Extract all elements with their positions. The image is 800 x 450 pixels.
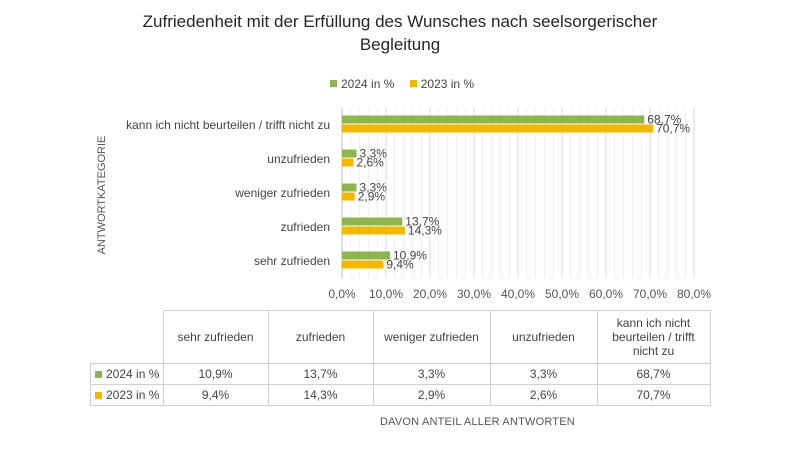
x-tick-label: 50,0% <box>545 287 579 301</box>
data-table-row-name-2024: 2024 in % <box>106 367 160 381</box>
data-table-row-label-2023: 2023 in % <box>90 384 164 406</box>
legend-swatch-2023 <box>409 80 417 87</box>
x-tick-label: 0,0% <box>328 287 356 301</box>
data-table-cell: 13,7% <box>267 363 374 385</box>
legend-item-2024: 2024 in % <box>330 77 394 91</box>
data-table-col-sehr-zufrieden: sehr zufrieden <box>162 310 269 364</box>
bar-2023 <box>342 124 654 133</box>
category-label: weniger zufrieden <box>234 186 330 200</box>
category-label: zufrieden <box>281 220 330 234</box>
bar-2023 <box>342 226 405 235</box>
data-label: 9,4% <box>386 258 414 272</box>
data-label: 3,3% <box>360 181 388 195</box>
data-table-swatch-2024 <box>95 371 102 379</box>
data-table-row-2023: 2023 in % 9,4% 14,3% 2,9% 2,6% 70,7% <box>90 384 711 406</box>
data-table-col-unzufrieden: unzufrieden <box>489 310 598 364</box>
chart-title-line-1: Zufriedenheit mit der Erfüllung des Wuns… <box>142 12 658 31</box>
bar-2024 <box>342 251 390 260</box>
data-label: 13,7% <box>405 215 439 229</box>
data-table-corner <box>90 310 164 364</box>
data-table-cell: 70,7% <box>596 384 711 406</box>
bar-chart: 0,0% 10,0% 20,0% 30,0% 40,0% 50,0% 60,0% 70,0% 8… <box>96 108 711 301</box>
x-tick-label: 30,0% <box>457 287 491 301</box>
category-label: kann ich nicht beurteilen / trifft nicht… <box>126 118 330 132</box>
x-tick-label: 20,0% <box>413 287 447 301</box>
legend-label-2024: 2024 in % <box>341 76 395 91</box>
data-table-cell: 10,9% <box>162 363 269 385</box>
legend-label-2023: 2023 in % <box>420 76 475 91</box>
data-table-col-weniger-zufrieden: weniger zufrieden <box>372 310 491 364</box>
data-table-cell: 3,3% <box>489 363 598 385</box>
y-axis-title: ANTWORTKATEGORIE <box>96 136 108 255</box>
x-tick-label: 70,0% <box>633 287 667 301</box>
x-tick-label: 40,0% <box>501 287 535 301</box>
data-label: 70,7% <box>656 122 690 136</box>
data-table-cell: 14,3% <box>267 384 374 406</box>
data-label: 68,7% <box>647 113 681 127</box>
x-axis-title: DAVON ANTEIL ALLER ANTWORTEN <box>380 416 575 428</box>
legend: 2024 in % 2023 in % <box>330 76 486 91</box>
bar-2024 <box>342 115 645 124</box>
chart-title: Zufriedenheit mit der Erfüllung des Wuns… <box>0 10 800 56</box>
legend-swatch-2024 <box>330 80 337 87</box>
category-label: sehr zufrieden <box>254 254 330 268</box>
x-tick-label: 80,0% <box>677 287 711 301</box>
data-label: 2,6% <box>356 156 384 170</box>
category-label: unzufrieden <box>267 152 330 166</box>
data-label: 3,3% <box>360 147 388 161</box>
bar-2023 <box>342 260 384 269</box>
data-table-cell: 68,7% <box>596 363 711 385</box>
data-table-header-row: sehr zufrieden zufrieden weniger zufried… <box>90 310 711 364</box>
data-label: 2,9% <box>358 190 386 204</box>
bar-2024 <box>342 217 403 226</box>
chart-title-line-2: Begleitung <box>359 35 441 54</box>
data-table-row-label-2024: 2024 in % <box>90 363 164 385</box>
data-table-swatch-2023 <box>95 392 102 400</box>
data-table-cell: 9,4% <box>162 384 269 406</box>
data-table: sehr zufrieden zufrieden weniger zufried… <box>90 310 711 406</box>
bar-2023 <box>342 158 354 167</box>
data-table-cell: 2,6% <box>489 384 598 406</box>
data-table-cell: 2,9% <box>372 384 491 406</box>
data-table-col-zufrieden: zufrieden <box>267 310 374 364</box>
data-table-col-kann-nicht-beurteilen: kann ich nicht beurteilen / trifft nicht… <box>596 310 711 364</box>
bar-2024 <box>342 183 357 192</box>
data-table-row-name-2023: 2023 in % <box>106 388 160 402</box>
data-label: 14,3% <box>408 224 442 238</box>
data-table-row-2024: 2024 in % 10,9% 13,7% 3,3% 3,3% 68,7% <box>90 363 711 385</box>
x-tick-label: 10,0% <box>369 287 403 301</box>
data-table-cell: 3,3% <box>372 363 491 385</box>
x-tick-label: 60,0% <box>589 287 623 301</box>
bar-2023 <box>342 192 355 201</box>
legend-item-2023: 2023 in % <box>409 76 475 91</box>
data-label: 10,9% <box>393 249 427 263</box>
bar-2024 <box>342 149 357 158</box>
